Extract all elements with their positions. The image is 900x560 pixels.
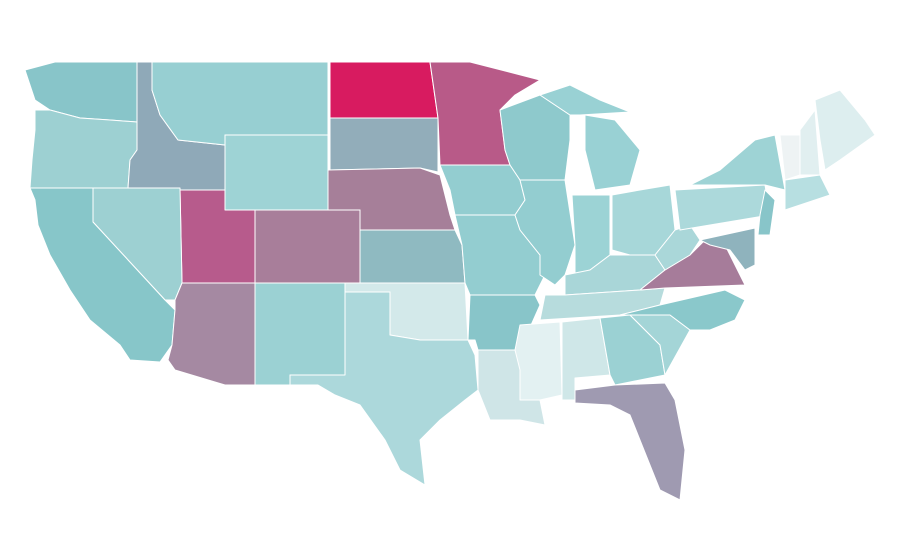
state	[224, 134, 329, 211]
state	[784, 174, 831, 211]
state	[779, 134, 801, 181]
state	[254, 282, 346, 386]
state	[254, 209, 361, 284]
state	[619, 289, 746, 331]
state	[167, 282, 256, 386]
state	[29, 187, 176, 363]
state	[29, 109, 138, 189]
state	[674, 184, 771, 231]
state	[329, 61, 439, 119]
state	[574, 382, 686, 501]
state	[514, 321, 563, 401]
state	[757, 189, 776, 236]
state	[814, 89, 876, 171]
state	[359, 229, 466, 284]
state	[699, 227, 756, 271]
state	[539, 84, 631, 116]
state	[539, 287, 666, 321]
state	[514, 179, 576, 286]
state	[689, 134, 786, 191]
state	[329, 117, 439, 173]
state	[289, 291, 479, 486]
state	[584, 114, 641, 191]
state	[151, 61, 329, 146]
state	[439, 164, 526, 216]
